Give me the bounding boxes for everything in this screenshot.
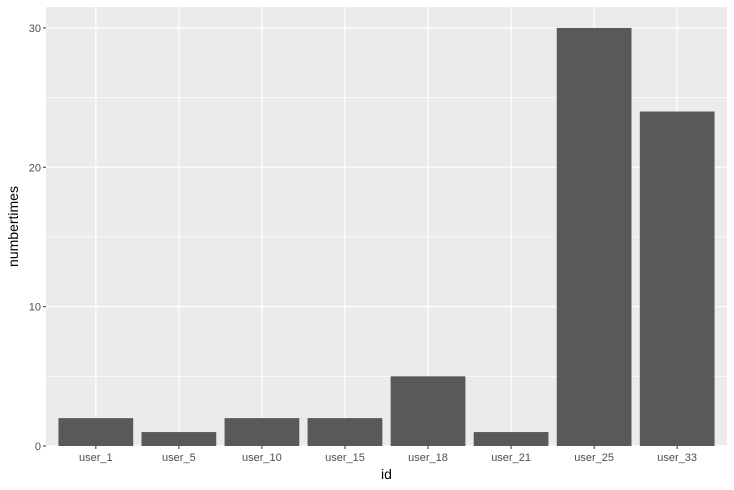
x-tick-label: user_25 — [574, 452, 614, 464]
bar-user_18 — [390, 376, 466, 446]
y-axis-title: numbertimes — [5, 186, 21, 267]
x-tick-label: user_10 — [242, 452, 282, 464]
x-tick-label: user_15 — [325, 452, 365, 464]
x-tick-label: user_5 — [162, 452, 196, 464]
y-tick-label: 30 — [29, 23, 41, 35]
x-tick-label: user_21 — [491, 452, 531, 464]
bar-user_5 — [141, 432, 217, 446]
bar-user_15 — [307, 418, 383, 446]
bars — [58, 27, 715, 447]
x-tick-label: user_33 — [657, 452, 697, 464]
bar-user_10 — [224, 418, 300, 446]
bar-user_1 — [58, 418, 134, 446]
y-axis: 0 10 20 30 — [29, 23, 46, 453]
x-axis: user_1 user_5 user_10 user_15 user_18 user_21… — [79, 446, 697, 464]
y-tick-label: 10 — [29, 302, 41, 314]
x-tick-label: user_18 — [408, 452, 448, 464]
x-axis-title: id — [381, 466, 392, 482]
bar-user_21 — [473, 432, 549, 446]
bar-user_33 — [639, 111, 715, 447]
bar-user_25 — [556, 27, 632, 447]
y-tick-label: 20 — [29, 162, 41, 174]
x-tick-label: user_1 — [79, 452, 113, 464]
y-tick-label: 0 — [35, 441, 41, 453]
